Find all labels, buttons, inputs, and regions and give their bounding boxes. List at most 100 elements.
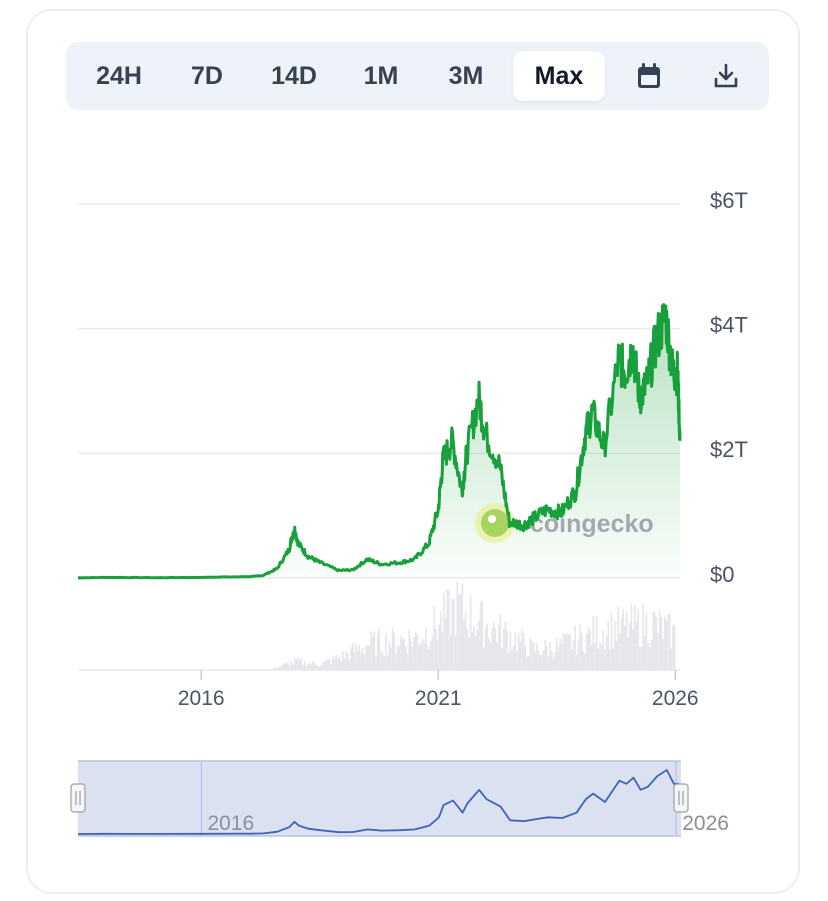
calendar-icon-glyph [638,63,660,88]
download-icon[interactable] [703,51,749,101]
volume-bar-150 [521,629,523,670]
volume-bar-203 [609,649,611,670]
volume-bar-242 [673,625,676,670]
volume-bar-79 [403,639,405,670]
volume-bar-31 [323,661,326,670]
volume-bar-61 [373,631,376,670]
range-1m-button[interactable]: 1M [363,62,399,90]
coingecko-watermark: coingecko [475,503,654,543]
volume-bar-18 [302,664,304,670]
volume-bar-160 [537,650,540,670]
volume-bar-107 [449,635,452,670]
volume-bar-65 [380,651,382,670]
volume-bar-7 [284,663,286,670]
volume-bar-52 [358,645,361,670]
volume-bar-128 [484,628,487,670]
volume-bar-142 [507,652,510,670]
range-24h-button[interactable]: 24H [96,62,142,90]
volume-bar-133 [493,621,495,670]
volume-bar-17 [300,658,303,670]
volume-bar-229 [652,611,654,670]
navigator-left-handle[interactable] [70,783,86,813]
volume-bar-48 [352,643,354,670]
volume-bar-84 [411,646,414,670]
volume-bar-98 [434,628,437,670]
volume-bar-210 [620,617,623,670]
volume-bar-155 [529,637,532,670]
volume-bar-171 [556,638,558,670]
volume-bar-59 [370,631,372,670]
volume-bar-241 [672,624,674,670]
volume-bar-19 [303,660,306,670]
volume-bar-125 [479,602,482,670]
volume-bar-95 [430,641,432,670]
volume-bar-172 [557,647,560,670]
volume-bar-187 [582,651,585,670]
volume-bar-44 [345,651,347,670]
volume-bar-14 [295,660,298,670]
volume-bar-97 [433,606,435,670]
volume-bar-192 [590,645,593,670]
volume-bar-213 [625,611,628,670]
volume-bar-129 [486,623,488,670]
volume-bar-67 [383,656,386,670]
volume-bar-156 [531,640,533,670]
price-area [78,304,680,578]
navigator-selection [78,761,681,836]
volume-bar-202 [607,620,610,670]
volume-bar-24 [312,660,314,670]
volume-bar-47 [350,647,352,670]
calendar-icon[interactable] [626,51,672,101]
y-tick-label-3: $0 [710,562,734,587]
volume-bar-239 [668,614,671,670]
volume-bar-115 [463,619,465,670]
volume-bar-111 [456,581,459,670]
volume-bar-214 [627,637,629,670]
volume-bar-35 [330,664,332,670]
range-navigator[interactable]: 2016 2026 [70,760,729,837]
volume-bar-218 [634,605,636,670]
volume-bar-216 [630,603,633,670]
volume-bar-182 [574,625,576,670]
range-3m-button[interactable]: 3M [448,62,484,90]
volume-bar-29 [320,665,323,670]
volume-bar-175 [562,633,565,670]
volume-bar-40 [338,656,341,670]
volume-bar-62 [375,656,377,670]
volume-bar-227 [649,647,651,670]
volume-bar-199 [602,629,605,670]
volume-bar-176 [564,634,566,670]
volume-bar-148 [517,633,520,670]
volume-bar-46 [348,660,351,670]
range-max-button[interactable]: Max [513,51,605,101]
volume-bar-204 [610,612,613,670]
volume-bar-41 [340,661,342,670]
volume-bar-86 [415,631,417,670]
volume-bar-37 [333,659,336,670]
volume-bar-124 [478,620,480,670]
range-14d-button[interactable]: 14D [271,62,317,90]
volume-bar-136 [498,624,500,670]
volume-bar-162 [541,654,543,670]
volume-bar-23 [310,664,313,670]
volume-bar-154 [527,656,530,670]
volume-bar-140 [504,621,507,670]
volume-bar-206 [614,620,616,670]
volume-bar-10 [288,666,291,670]
volume-bar-104 [444,618,447,670]
volume-bar-70 [388,642,391,670]
volume-bar-143 [509,632,512,670]
volume-bar-91 [423,642,425,670]
volume-bar-1 [274,666,276,670]
volume-bar-158 [534,652,537,670]
volume-bar-30 [322,662,324,670]
volume-bar-85 [413,636,415,670]
volume-bar-94 [428,649,430,670]
navigator-right-handle[interactable] [673,783,689,813]
volume-bar-58 [368,644,371,670]
volume-bar-20 [305,666,308,670]
range-7d-button[interactable]: 7D [191,62,223,90]
volume-bar-163 [542,650,545,670]
volume-bar-9 [287,662,289,670]
